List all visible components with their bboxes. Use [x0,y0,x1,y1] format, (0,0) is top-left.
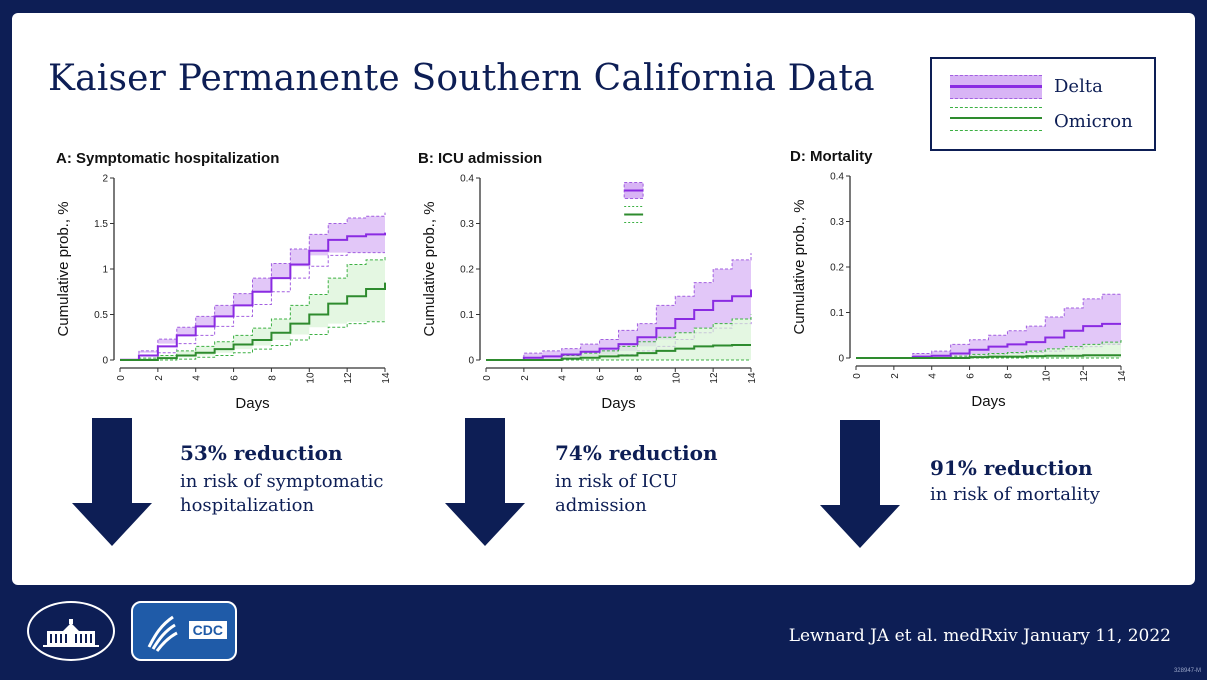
y-tick-label: 0.3 [460,219,474,230]
x-tick-label: 4 [928,373,939,379]
x-tick-label: 0 [116,375,127,381]
x-tick-label: 6 [230,375,241,381]
x-tick-label: 2 [154,375,165,381]
y-axis-label: Cumulative prob., % [421,201,438,336]
y-tick-label: 2 [102,174,108,185]
legend-delta-swatch [950,75,1042,99]
delta-series-line [486,289,752,361]
y-tick-label: 1 [102,265,108,276]
x-axis-label: Days [971,393,1005,410]
y-tick-label: 0.5 [94,310,108,321]
x-tick-label: 4 [558,375,569,381]
y-tick-label: 0 [102,356,108,367]
delta-ci-band [856,294,1121,358]
x-tick-label: 4 [192,375,203,381]
delta-upper-bound [120,212,386,361]
y-tick-label: 0.2 [830,263,844,274]
legend-omicron-label: Omicron [1054,111,1133,132]
x-tick-label: 0 [482,375,493,381]
down-arrow-icon [445,418,525,546]
y-axis-label: Cumulative prob., % [55,201,72,336]
omicron-series-line [486,343,751,361]
delta-series-line [856,322,1121,359]
y-tick-label: 0.4 [830,172,844,183]
y-axis-label: Cumulative prob., % [791,199,808,334]
stat-hospitalization-headline: 53% reduction [180,441,343,465]
legend: Delta Omicron [930,57,1156,151]
y-tick-label: 0.1 [830,308,844,319]
y-tick-label: 1.5 [94,219,108,230]
x-tick-label: 14 [381,372,392,384]
stat-icu-body: in risk of ICU admission [555,471,678,516]
x-axis-label: Days [235,395,269,412]
x-tick-label: 6 [596,375,607,381]
x-tick-label: 8 [267,375,278,381]
x-tick-label: 10 [1041,370,1052,382]
omicron-lower-bound [120,320,386,361]
y-tick-label: 0.3 [830,217,844,228]
x-tick-label: 0 [852,373,863,379]
stat-icu-headline: 74% reduction [555,441,718,465]
omicron-series-line [120,282,386,361]
omicron-upper-bound [120,255,386,361]
x-tick-label: 12 [1079,370,1090,382]
stat-hospitalization-body: in risk of symptomatic hospitalization [180,471,384,516]
omicron-series-line [856,354,1121,359]
x-tick-label: 12 [343,372,354,384]
down-arrow-icon [820,420,900,548]
cdc-wordmark: CDC [188,621,227,639]
panel-a-title: A: Symptomatic hospitalization [56,150,280,167]
y-tick-label: 0 [468,356,474,367]
delta-lower-bound [120,252,385,361]
citation: Lewnard JA et al. medRxiv January 11, 20… [788,626,1171,646]
white-house-logo [27,601,115,661]
panel-b-title: B: ICU admission [418,150,543,167]
chart-mortality: 0 0.1 0.2 0.3 0.4 0 2 4 6 8 10 12 14 Days Cumulative p… [791,172,1128,411]
x-tick-label: 2 [520,375,531,381]
white-house-icon [43,619,99,647]
footnote: 328947-M [1173,668,1201,674]
legend-delta-label: Delta [1054,76,1103,97]
x-tick-label: 14 [747,372,758,384]
x-tick-label: 14 [1117,370,1128,382]
x-tick-label: 2 [890,373,901,379]
delta-series-line [120,232,386,361]
x-tick-label: 8 [633,375,644,381]
y-tick-label: 0 [838,354,844,365]
omicron-ci-band [856,339,1121,358]
stat-mortality-body: in risk of mortality [930,484,1100,505]
down-arrow-icon [72,418,152,546]
legend-omicron-swatch [950,107,1042,131]
y-tick-label: 0.4 [460,174,474,185]
x-axis-label: Days [601,395,635,412]
stat-mortality-headline: 91% reduction [930,456,1093,480]
y-tick-label: 0.1 [460,310,474,321]
x-tick-label: 12 [709,372,720,384]
delta-upper-bound [486,253,752,361]
chart-symptomatic-hospitalization: 0 0.5 1 1.5 2 0 2 4 6 8 10 12 14 Days Cumulative prob.… [55,174,392,413]
x-tick-label: 10 [671,372,682,384]
x-tick-label: 8 [1003,373,1014,379]
chart-icu-admission: 0 0.1 0.2 0.3 0.4 0 2 4 6 8 10 12 14 Days Cumulative p… [421,174,758,413]
y-tick-label: 0.2 [460,265,474,276]
panel-d-title: D: Mortality [790,148,873,165]
hhs-eagle-icon [147,615,178,652]
cdc-logo: CDC [131,601,237,661]
x-tick-label: 10 [305,372,316,384]
delta-ci-band [486,253,751,360]
slide-title: Kaiser Permanente Southern California Da… [48,58,875,99]
x-tick-label: 6 [966,373,977,379]
